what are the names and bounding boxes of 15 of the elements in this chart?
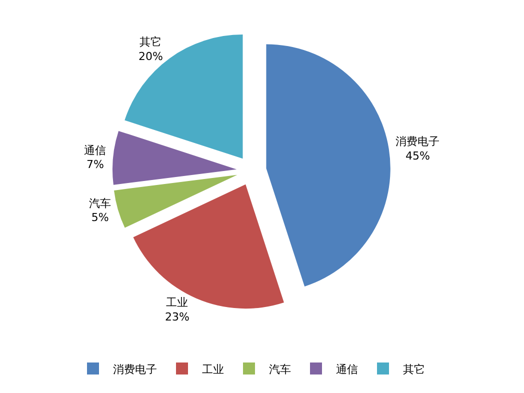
legend-label: 其它: [403, 362, 425, 376]
slice-label: 汽车: [89, 196, 112, 210]
data-label: 23%: [164, 310, 190, 324]
data-label: 45%: [405, 149, 430, 162]
legend-label: 工业: [202, 362, 224, 376]
slice-label: 工业: [166, 296, 188, 310]
legend-label: 通信: [336, 362, 358, 376]
data-label: 5%: [91, 211, 109, 224]
slice-label: 其它: [140, 36, 162, 49]
legend-label: 消费电子: [113, 362, 157, 376]
slice-label: 通信: [84, 144, 106, 157]
data-label: 20%: [138, 50, 163, 63]
legend-label: 汽车: [269, 362, 291, 376]
slice-label: 消费电子: [396, 134, 440, 148]
data-label: 7%: [86, 158, 104, 172]
